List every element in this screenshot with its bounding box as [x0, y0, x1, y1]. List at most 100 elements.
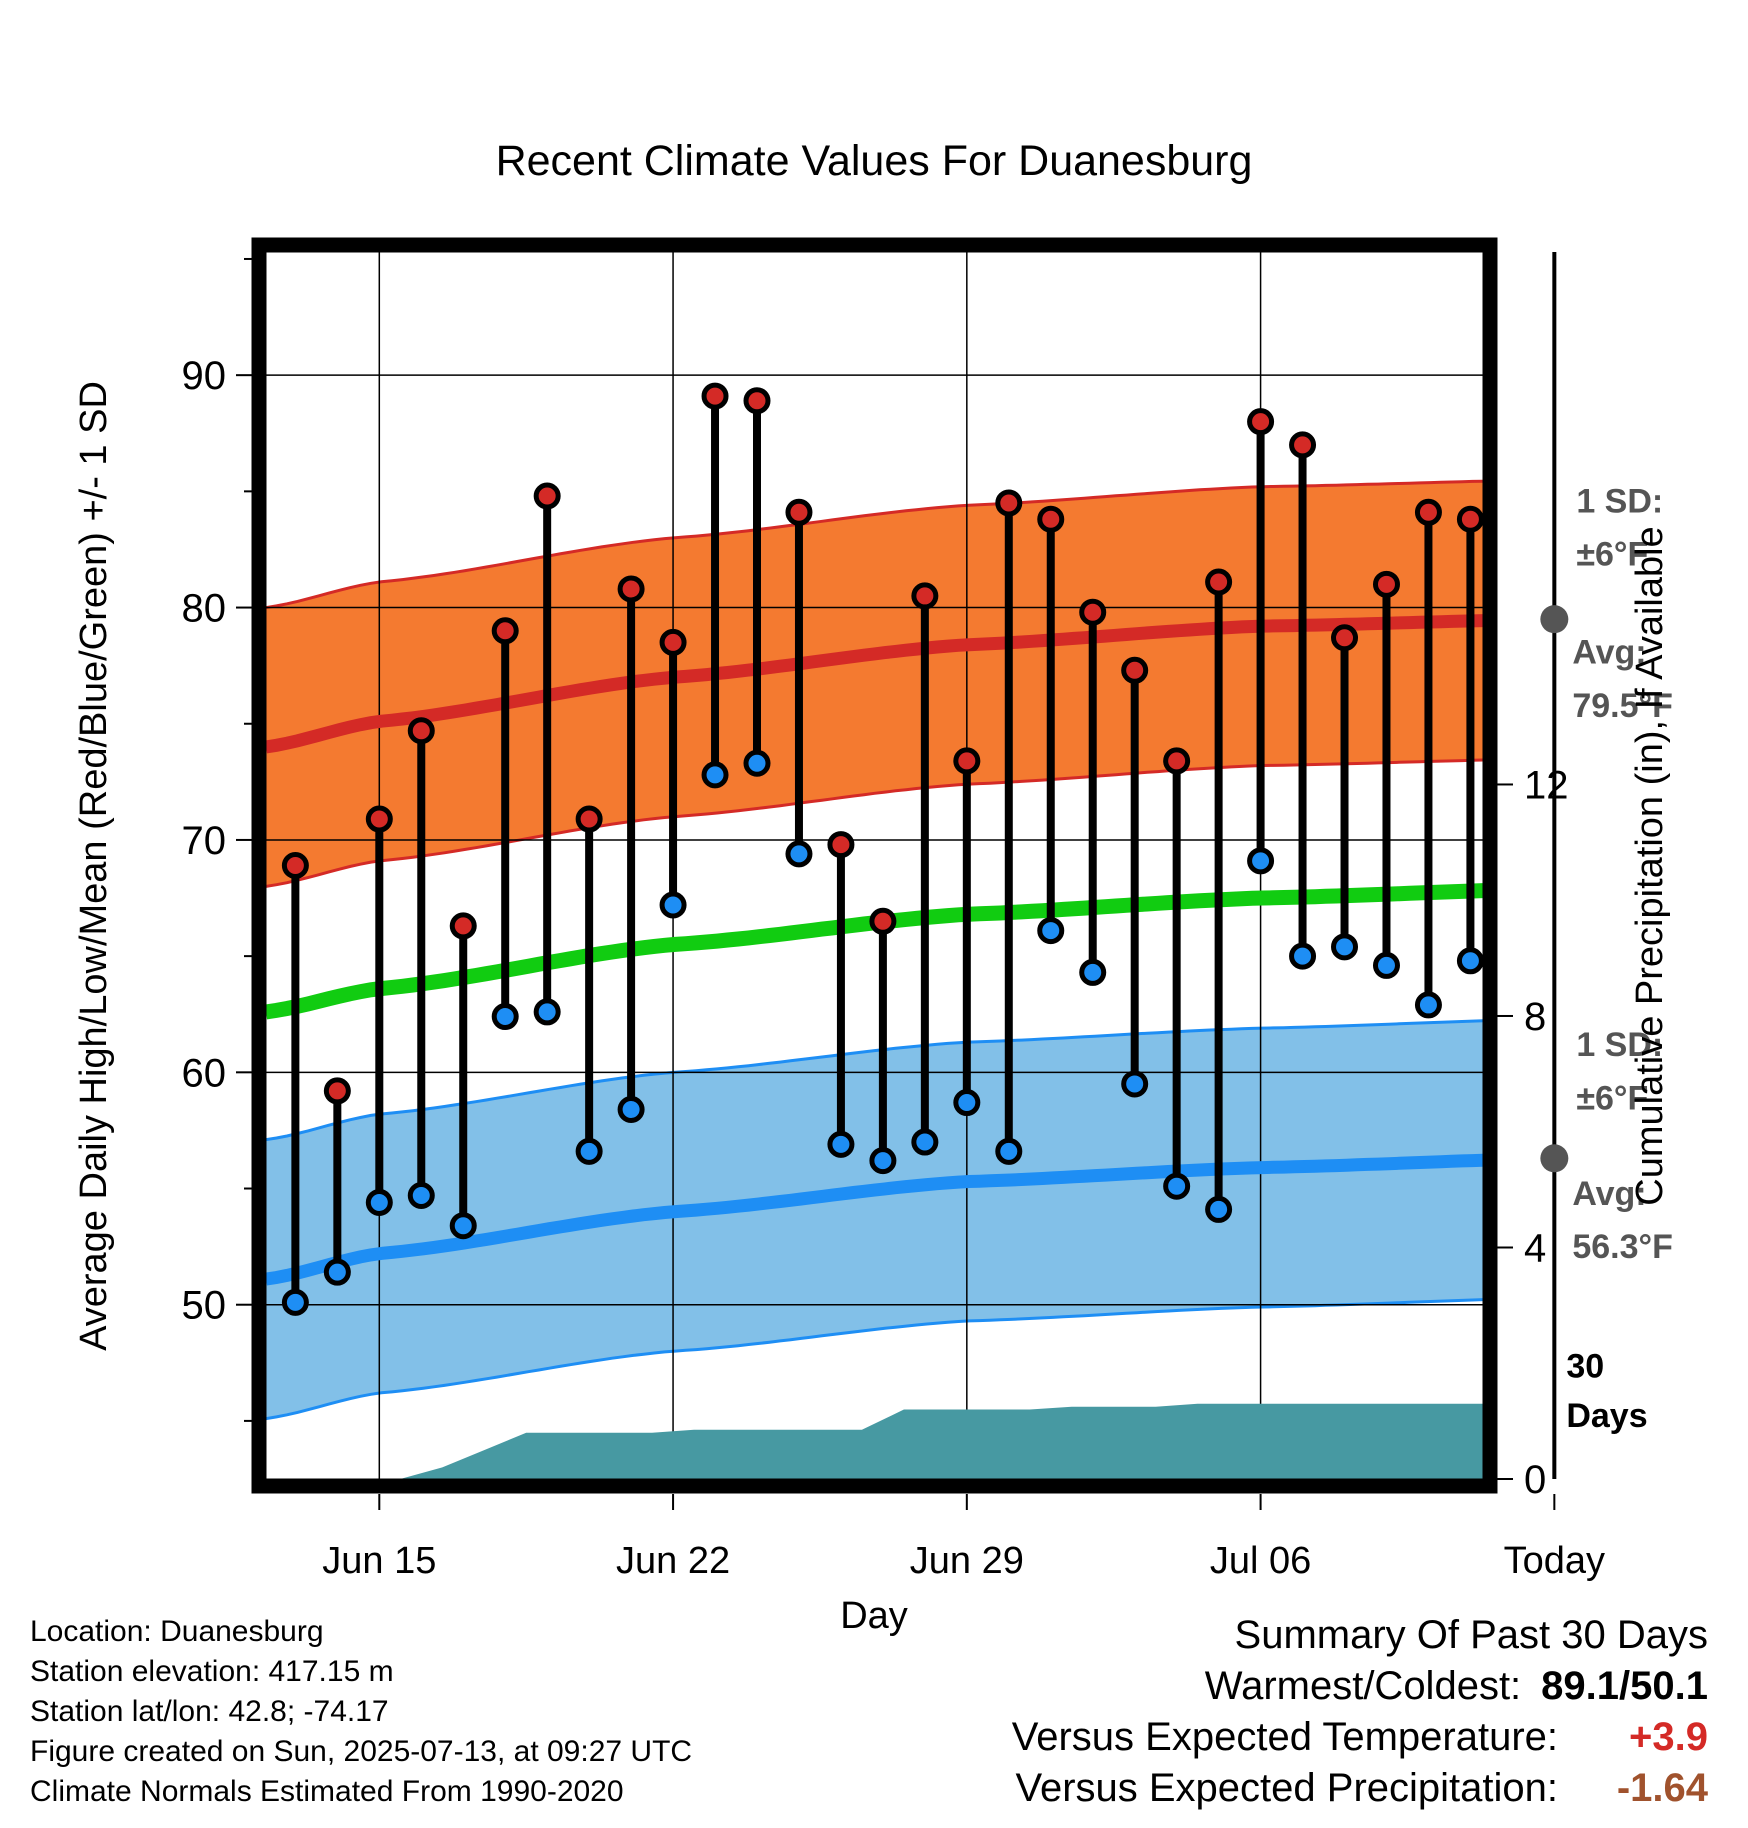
daily-low-point — [1121, 1070, 1149, 1098]
summary-title: Summary Of Past 30 Days — [1234, 1613, 1708, 1657]
daily-low-point — [701, 761, 729, 789]
x-tick-label: Jun 22 — [616, 1540, 730, 1582]
daily-high-point — [869, 907, 897, 935]
x-tick-label: Today — [1504, 1540, 1605, 1582]
daily-low-point — [491, 1003, 519, 1031]
x-tick-label: Jul 06 — [1210, 1540, 1311, 1582]
x-axis-label: Day — [840, 1595, 908, 1637]
normals-text: Climate Normals Estimated From 1990-2020 — [30, 1775, 624, 1808]
days-count-annotation: 30 — [1566, 1348, 1604, 1386]
y-tick-label: 70 — [182, 819, 227, 863]
daily-high-point — [1247, 408, 1275, 436]
daily-low-point — [281, 1288, 309, 1316]
daily-high-point — [449, 912, 477, 940]
daily-high-point — [827, 831, 855, 859]
daily-low-point — [827, 1130, 855, 1158]
daily-high-point — [407, 717, 435, 745]
daily-high-point — [743, 387, 771, 415]
y-tick-label: 80 — [182, 587, 227, 631]
precip-area — [266, 1403, 1483, 1479]
daily-low-point — [1289, 942, 1317, 970]
daily-high-point — [1121, 656, 1149, 684]
y2-tick-label: 4 — [1524, 1226, 1546, 1270]
temp-value: +3.9 — [1629, 1715, 1708, 1759]
daily-high-point — [1079, 598, 1107, 626]
days-label-annotation: Days — [1566, 1397, 1647, 1435]
y2-tick-label: 0 — [1524, 1458, 1546, 1502]
daily-high-point — [1037, 505, 1065, 533]
daily-high-point — [281, 852, 309, 879]
temp-row: Versus Expected Temperature: +3.9 — [1012, 1712, 1708, 1763]
warmest-label: Warmest/Coldest: — [1204, 1664, 1522, 1708]
high-sd-upper-edge — [266, 479, 1483, 610]
precip-value: -1.64 — [1616, 1766, 1708, 1810]
high-avg-annotation: Avg: — [1572, 633, 1646, 671]
precip-label: Versus Expected Precipitation: — [1015, 1766, 1558, 1810]
daily-high-point — [533, 482, 561, 510]
temp-label: Versus Expected Temperature: — [1011, 1715, 1558, 1759]
daily-low-point — [365, 1188, 393, 1216]
today-high-avg-dot — [1540, 605, 1569, 634]
daily-high-point — [1163, 747, 1191, 775]
daily-low-point — [659, 891, 687, 919]
warmest-value: 89.1/50.1 — [1541, 1664, 1708, 1708]
chart-title: Recent Climate Values For Duanesburg — [496, 137, 1253, 185]
daily-low-point — [869, 1147, 897, 1175]
daily-low-point — [1079, 958, 1107, 986]
today-low-avg-dot — [1540, 1144, 1569, 1173]
daily-low-point — [1205, 1195, 1233, 1223]
daily-low-point — [1456, 947, 1484, 975]
high-avg-line — [266, 614, 1483, 754]
daily-high-point — [323, 1077, 351, 1105]
daily-low-point — [785, 840, 813, 868]
daily-low-point — [533, 998, 561, 1026]
daily-low-point — [1037, 917, 1065, 945]
latlon-text: Station lat/lon: 42.8; -74.17 — [30, 1695, 389, 1728]
daily-high-point — [659, 628, 687, 656]
daily-low-point — [1331, 933, 1359, 961]
low-sd-value-annotation: ±6°F — [1576, 1080, 1648, 1118]
daily-low-point — [1414, 991, 1442, 1019]
daily-low-point — [407, 1181, 435, 1209]
daily-low-point — [911, 1128, 939, 1156]
daily-high-point — [1372, 570, 1400, 598]
daily-high-point — [995, 489, 1023, 517]
daily-high-point — [1456, 505, 1484, 533]
low-sd-upper-edge — [266, 1019, 1483, 1142]
daily-high-point — [1331, 624, 1359, 652]
x-tick-label: Jun 15 — [322, 1540, 436, 1582]
daily-low-point — [1163, 1172, 1191, 1200]
daily-low-point — [323, 1258, 351, 1286]
daily-high-point — [701, 382, 729, 410]
daily-low-point — [995, 1137, 1023, 1165]
daily-high-point — [365, 805, 393, 833]
summary-panel: Summary Of Past 30 Days Warmest/Coldest:… — [1012, 1610, 1708, 1814]
high-sd-band — [266, 481, 1483, 887]
daily-high-point — [1205, 568, 1233, 596]
y-axis-label: Average Daily High/Low/Mean (Red/Blue/Gr… — [73, 381, 115, 1351]
station-info: Location: Duanesburg Station elevation: … — [30, 1612, 692, 1812]
low-sd-band — [266, 1020, 1483, 1419]
daily-low-point — [1247, 847, 1275, 875]
daily-high-point — [911, 582, 939, 610]
low-sd-annotation: 1 SD: — [1576, 1026, 1663, 1064]
low-avg-annotation: Avg: — [1572, 1175, 1646, 1213]
y2-axis-label: Cumulative Precipitation (in), If Availa… — [1629, 526, 1671, 1205]
high-avg-value-annotation: 79.5°F — [1572, 687, 1673, 725]
precip-row: Versus Expected Precipitation: -1.64 — [1012, 1763, 1708, 1814]
daily-low-point — [575, 1137, 603, 1165]
daily-low-point — [449, 1212, 477, 1240]
warmest-row: Warmest/Coldest: 89.1/50.1 — [1012, 1661, 1708, 1712]
daily-high-point — [1414, 498, 1442, 526]
y-tick-label: 50 — [182, 1284, 227, 1328]
low-sd-lower-edge — [266, 1298, 1483, 1421]
daily-low-point — [1372, 951, 1400, 979]
y2-tick-label: 8 — [1524, 995, 1546, 1039]
elevation-text: Station elevation: 417.15 m — [30, 1655, 394, 1688]
y-tick-label: 60 — [182, 1051, 227, 1095]
daily-low-point — [617, 1096, 645, 1124]
high-sd-value-annotation: ±6°F — [1576, 536, 1648, 574]
daily-high-point — [1289, 431, 1317, 459]
daily-low-point — [953, 1089, 981, 1117]
